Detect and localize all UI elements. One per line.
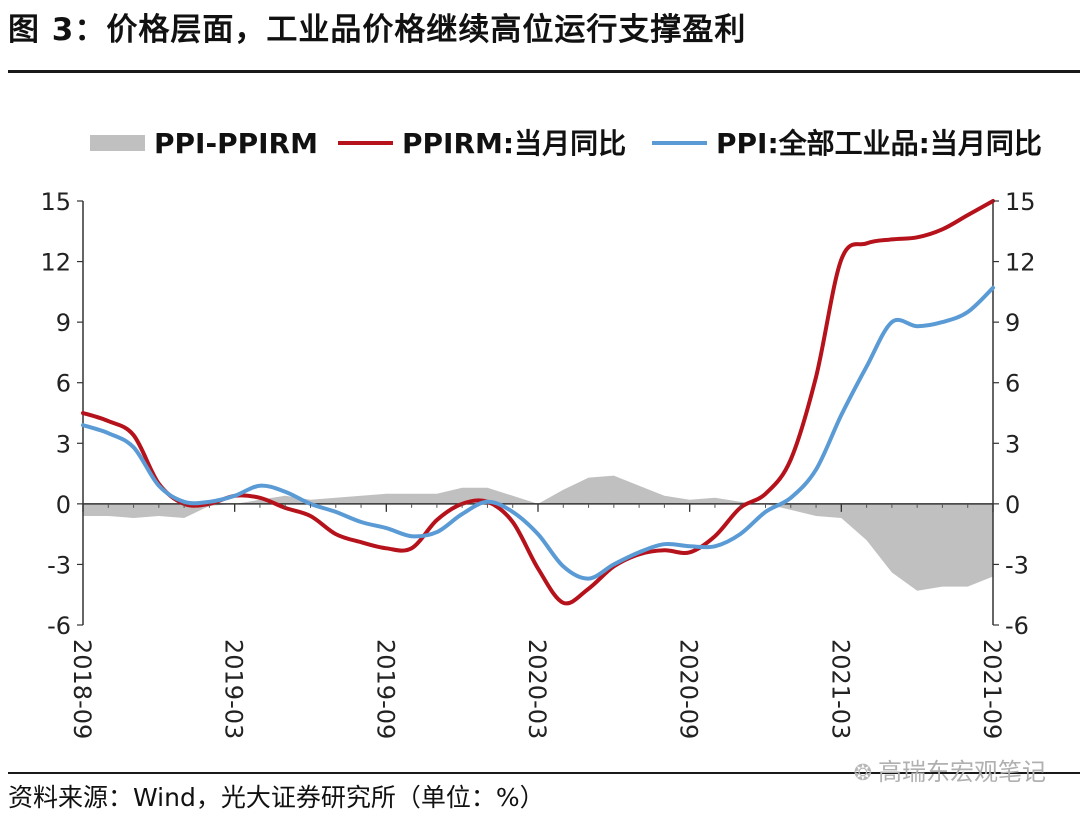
y-tick-label-right: 0	[1005, 491, 1020, 519]
series-line-ppi	[81, 285, 995, 581]
y-tick-label-right: 15	[1005, 188, 1036, 216]
x-tick-label: 2019-09	[371, 639, 399, 739]
legend-label: PPIRM:当月同比	[402, 127, 626, 160]
legend-swatch-area	[90, 135, 145, 151]
y-tick-label-right: 6	[1005, 370, 1020, 398]
title-rule	[8, 70, 1080, 73]
wechat-icon: ❂	[853, 761, 872, 786]
axes-layer	[82, 201, 994, 625]
y-tick-label-right: -3	[1005, 551, 1029, 579]
watermark: ❂ 高瑞东宏观笔记	[854, 752, 1046, 787]
y-tick-label-left: 9	[56, 309, 71, 337]
chart: PPI-PPIRM PPIRM:当月同比 PPI:全部工业品:当月同比 15 15 12…	[40, 127, 1042, 739]
x-tick-label: 2019-03	[220, 639, 248, 739]
y-tick-label-right: 3	[1005, 430, 1020, 458]
x-tick-label: 2021-09	[978, 639, 1006, 739]
figure-title: 图 3：价格层面，工业品价格继续高位运行支撑盈利	[8, 12, 747, 48]
y-tick-label-left: 3	[56, 430, 71, 458]
series-line-ppirm	[81, 199, 995, 606]
x-tick-label: 2020-09	[675, 639, 703, 739]
footer-rule	[8, 772, 1080, 774]
y-tick-label-left: -6	[47, 612, 71, 640]
watermark-text: 高瑞东宏观笔记	[878, 758, 1046, 786]
y-tick-label-left: 0	[56, 491, 71, 519]
x-tick-label: 2021-03	[826, 639, 854, 739]
y-tick-label-left: 12	[40, 249, 71, 277]
y-tick-label-left: 6	[56, 370, 71, 398]
y-tick-label-left: -3	[47, 551, 71, 579]
legend-label: PPI-PPIRM	[154, 127, 318, 160]
y-tick-label-left: 15	[40, 188, 71, 216]
x-tick-label: 2020-03	[523, 639, 551, 739]
y-tick-label-right: 9	[1005, 309, 1020, 337]
source-note: 资料来源：Wind，光大证券研究所（单位：%）	[8, 783, 545, 812]
legend-label: PPI:全部工业品:当月同比	[716, 127, 1042, 160]
line-layer	[81, 199, 995, 606]
series-area-ppi-ppirm	[83, 475, 993, 591]
y-tick-label-right: 12	[1005, 249, 1036, 277]
x-tick-label: 2018-09	[68, 639, 96, 739]
legend: PPI-PPIRM PPIRM:当月同比 PPI:全部工业品:当月同比	[90, 127, 1042, 160]
y-tick-label-right: -6	[1005, 612, 1029, 640]
area-layer	[83, 475, 993, 591]
